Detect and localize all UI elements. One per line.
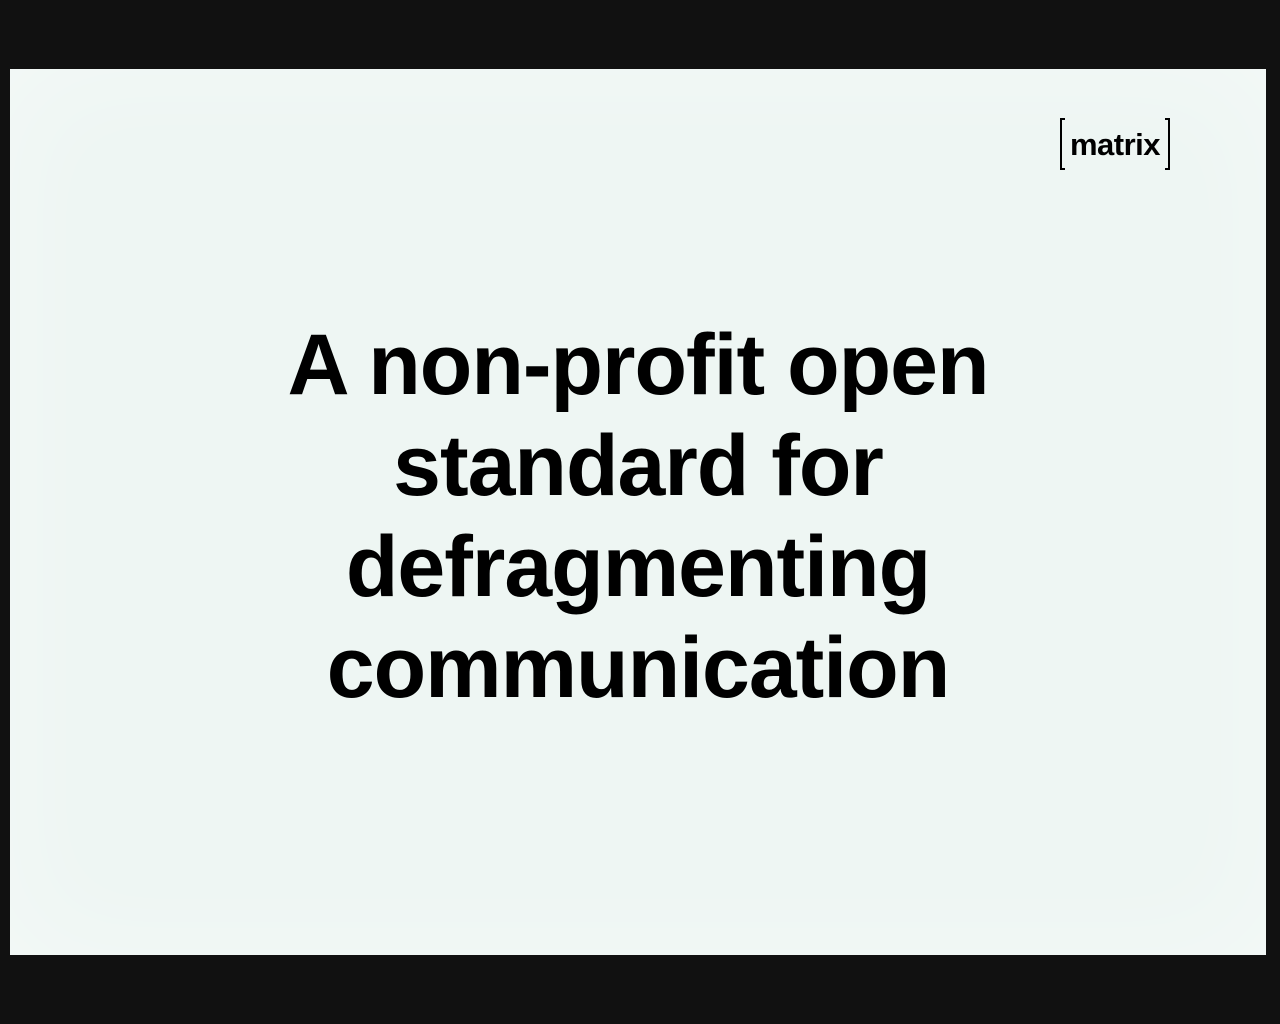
right-bracket-icon: [1165, 118, 1170, 170]
presentation-slide: matrix A non-profit open standard for de…: [10, 69, 1266, 955]
headline-line-2: standard for: [393, 418, 884, 514]
slide-headline: A non-profit open standard for defragmen…: [10, 315, 1266, 719]
headline-line-4: communication: [326, 620, 951, 716]
logo-text: matrix: [1069, 127, 1161, 162]
headline-line-3: defragmenting: [345, 519, 931, 615]
matrix-logo: matrix: [1059, 117, 1170, 171]
left-bracket-icon: [1059, 118, 1065, 170]
headline-line-1: A non-profit open: [287, 317, 989, 413]
